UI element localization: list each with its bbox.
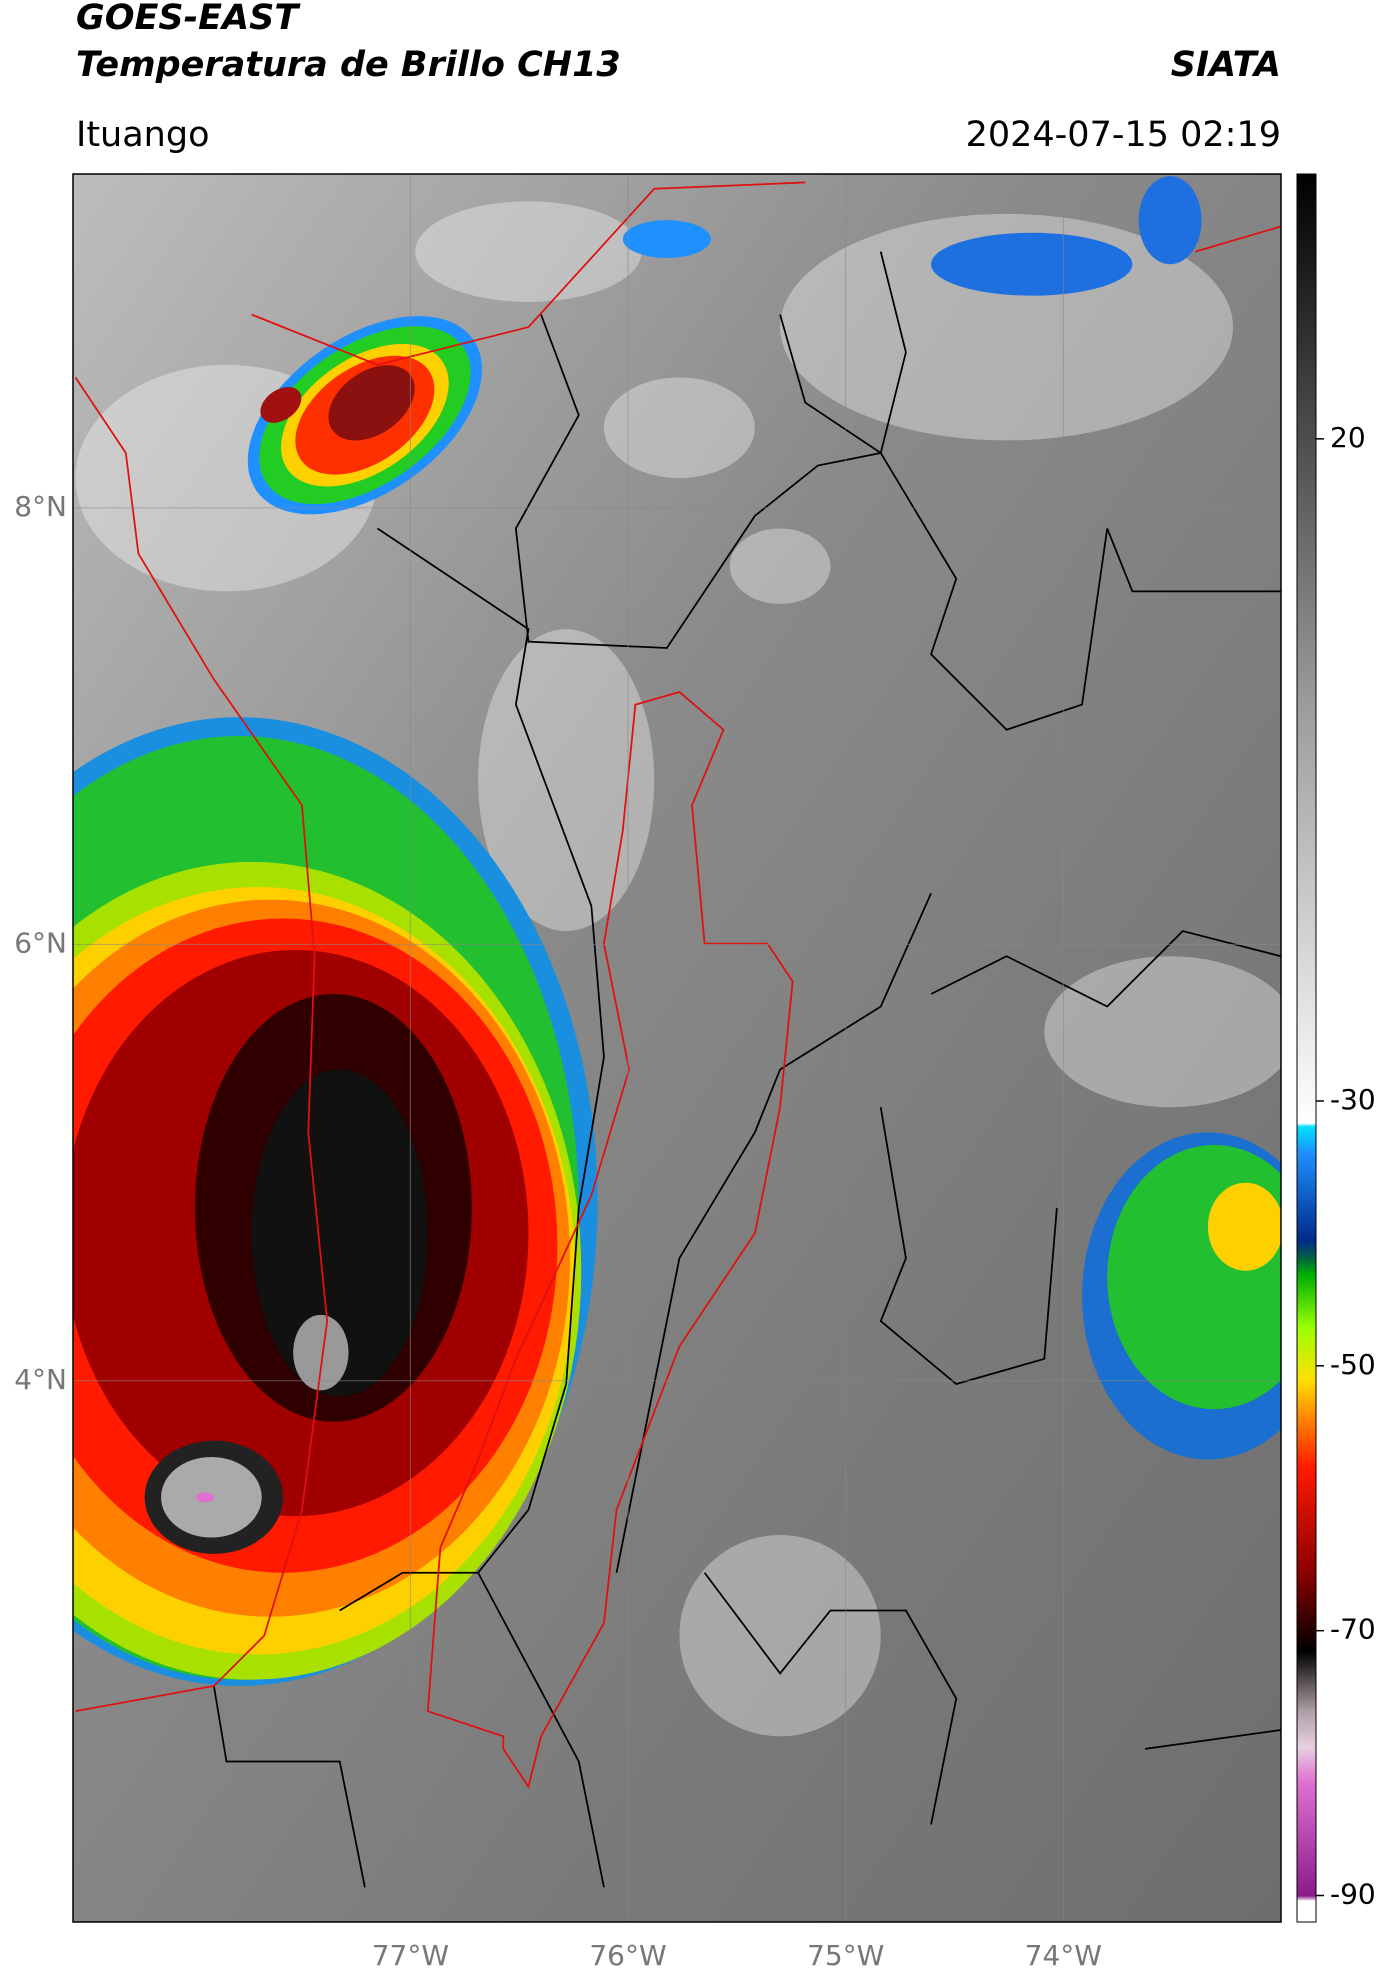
- location: Ituango: [76, 115, 210, 155]
- colorbar: [1296, 173, 1317, 1923]
- x-tick-label: 75°W: [807, 1939, 884, 1972]
- y-tick-label: 6°N: [14, 926, 67, 959]
- x-tick-label: 77°W: [372, 1939, 449, 1972]
- map-image: [73, 174, 1281, 1922]
- subtitle: Temperatura de Brillo CH13: [76, 45, 621, 85]
- colorbar-tick-label: -70: [1330, 1613, 1376, 1646]
- map-frame: [72, 173, 1282, 1923]
- datetime: 2024-07-15 02:19: [966, 115, 1281, 155]
- y-tick-label: 8°N: [14, 490, 67, 523]
- graticule: [73, 174, 1281, 1922]
- colorbar-tick-label: -30: [1330, 1083, 1376, 1116]
- colorbar-tick-label: 20: [1330, 421, 1366, 454]
- colorbar-tick-label: -50: [1330, 1348, 1376, 1381]
- x-tick-label: 76°W: [589, 1939, 666, 1972]
- title: GOES-EAST: [76, 0, 301, 38]
- x-tick-label: 74°W: [1025, 1939, 1102, 1972]
- y-tick-label: 4°N: [14, 1363, 67, 1396]
- agency: SIATA: [1171, 45, 1281, 85]
- colorbar-tick-label: -90: [1330, 1878, 1376, 1911]
